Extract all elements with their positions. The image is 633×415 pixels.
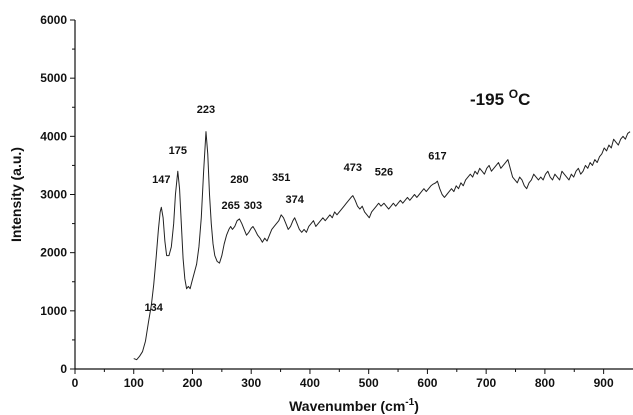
temperature-annotation: -195 OC xyxy=(470,87,530,109)
peak-label: 473 xyxy=(344,162,362,174)
peak-label: 280 xyxy=(230,174,248,186)
peak-label: 617 xyxy=(428,151,446,163)
spectrum-line xyxy=(133,131,631,361)
x-tick-label: 0 xyxy=(72,376,79,390)
y-tick-label: 4000 xyxy=(40,129,67,143)
x-axis-label-end: ) xyxy=(414,398,419,414)
x-tick-label: 100 xyxy=(124,376,144,390)
peak-label: 265 xyxy=(221,200,239,212)
x-tick-label: 900 xyxy=(594,376,614,390)
x-tick-label: 500 xyxy=(359,376,379,390)
peak-label: 526 xyxy=(375,166,393,178)
x-tick-label: 600 xyxy=(417,376,437,390)
axes xyxy=(74,20,633,370)
y-tick-label: 3000 xyxy=(40,188,67,202)
temperature-value: -195 xyxy=(470,90,509,109)
x-tick-label: 700 xyxy=(476,376,496,390)
x-tick-label: 300 xyxy=(241,376,261,390)
peak-labels: 134 147 175 223 265 280 303 351 374 473 526 617 xyxy=(145,104,447,314)
x-axis-label-main: Wavenumber (cm xyxy=(289,398,405,414)
x-tick-label: 800 xyxy=(535,376,555,390)
temperature-unit: C xyxy=(518,90,530,109)
y-tick-label: 0 xyxy=(60,362,67,376)
x-axis-label-sup: -1 xyxy=(405,397,414,408)
x-axis-label: Wavenumber (cm-1) xyxy=(289,397,419,414)
peak-label: 134 xyxy=(145,302,164,314)
peak-label: 223 xyxy=(197,104,215,116)
y-tick-label: 1000 xyxy=(40,304,67,318)
y-axis-label: Intensity (a.u.) xyxy=(8,147,24,242)
temperature-degree: O xyxy=(509,87,518,101)
y-tick-label: 2000 xyxy=(40,246,67,260)
peak-label: 374 xyxy=(285,194,304,206)
peak-label: 351 xyxy=(272,172,290,184)
y-tick-label: 5000 xyxy=(40,71,67,85)
x-tick-label: 400 xyxy=(300,376,320,390)
ticks: 0 100 200 300 400 500 600 700 800 900 0 1000 2000 300… xyxy=(40,13,614,390)
series-layer xyxy=(133,131,631,361)
x-tick-label: 200 xyxy=(182,376,202,390)
peak-label: 147 xyxy=(152,174,170,186)
y-tick-label: 6000 xyxy=(40,13,67,27)
peak-label: 175 xyxy=(169,145,187,157)
peak-label: 303 xyxy=(244,200,262,212)
